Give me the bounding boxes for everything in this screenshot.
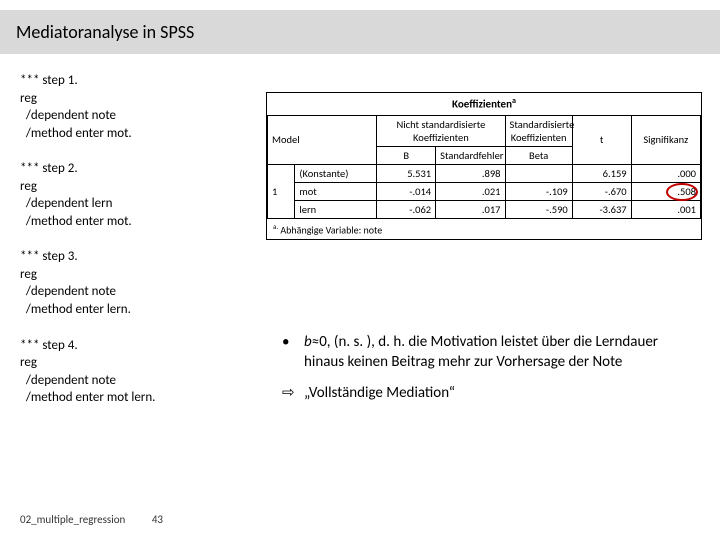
bullet-dot-icon: • xyxy=(282,332,304,373)
bullet-2-text: „Vollständige Mediation“ xyxy=(304,383,692,403)
table-body: 1 (Konstante) 5.531 .898 6.159 .000 mot … xyxy=(268,164,701,218)
step-1: *** step 1. reg /dependent note /method … xyxy=(20,72,250,142)
step-4: *** step 4. reg /dependent note /method … xyxy=(20,337,250,407)
interpretation-bullets: • b≈0, (n. s. ), d. h. die Motivation le… xyxy=(282,332,692,413)
table-footnote: a. Abhängige Variable: note xyxy=(267,219,701,239)
footer-page-number: 43 xyxy=(152,513,163,526)
bullet-1-text: b≈0, (n. s. ), d. h. die Motivation leis… xyxy=(304,332,692,373)
table-row: lern -.062 .017 -.590 -3.637 .001 xyxy=(268,200,701,218)
title-bar: Mediatoranalyse in SPSS xyxy=(0,10,720,54)
coefficients-table: Koeffizientena Model Nicht standardisier… xyxy=(266,92,702,240)
th-sig: Signifikanz xyxy=(631,115,700,164)
slide-footer: 02_multiple_regression 43 xyxy=(20,513,187,526)
th-unstd: Nicht standardisierte Koeffizienten xyxy=(377,115,505,146)
step-3: *** step 3. reg /dependent note /method … xyxy=(20,248,250,318)
table-row: 1 (Konstante) 5.531 .898 6.159 .000 xyxy=(268,164,701,182)
th-t: t xyxy=(572,115,631,164)
syntax-column: *** step 1. reg /dependent note /method … xyxy=(20,72,250,425)
th-se: Standardfehler xyxy=(436,146,505,164)
bullet-1: • b≈0, (n. s. ), d. h. die Motivation le… xyxy=(282,332,692,373)
th-beta: Beta xyxy=(505,146,572,164)
th-model: Model xyxy=(268,115,377,164)
step-2: *** step 2. reg /dependent lern /method … xyxy=(20,160,250,230)
bullet-2: ⇨ „Vollständige Mediation“ xyxy=(282,383,692,403)
footer-filename: 02_multiple_regression xyxy=(20,513,125,526)
th-std: Standardisierte Koeffizienten xyxy=(505,115,572,146)
table-caption: Koeffizientena xyxy=(267,93,701,115)
arrow-right-icon: ⇨ xyxy=(282,383,304,403)
slide-title: Mediatoranalyse in SPSS xyxy=(16,21,194,43)
th-b: B xyxy=(377,146,436,164)
table-grid: Model Nicht standardisierte Koeffiziente… xyxy=(267,115,701,219)
table-row: mot -.014 .021 -.109 -.670 .508 xyxy=(268,182,701,200)
